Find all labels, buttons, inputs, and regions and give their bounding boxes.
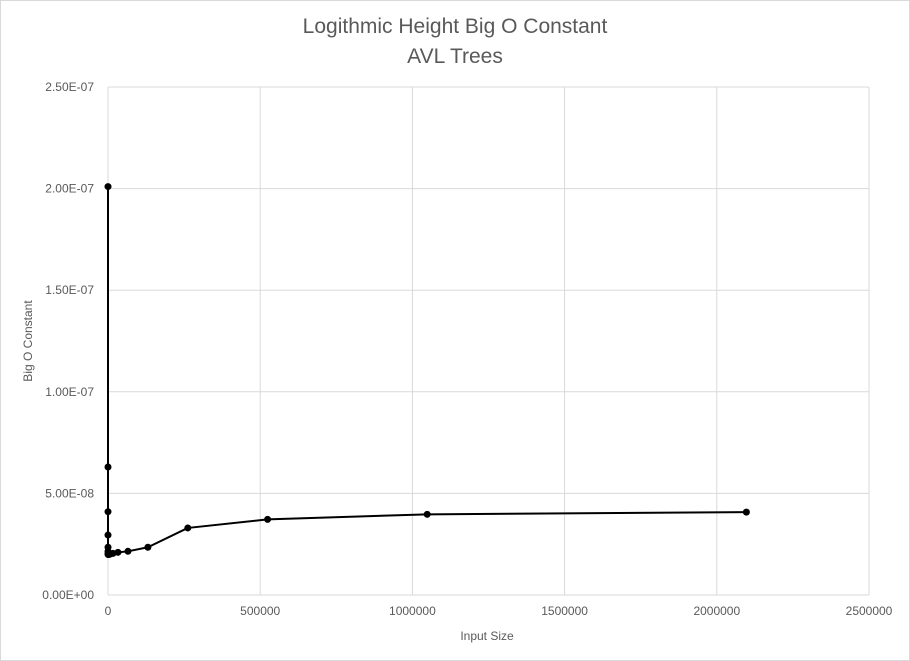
data-point [264, 515, 272, 523]
chart-title: Logithmic Height Big O Constant [303, 15, 608, 38]
y-tick-label: 2.50E-07 [45, 80, 94, 94]
data-point [104, 183, 112, 191]
x-tick-label: 2000000 [693, 604, 740, 618]
data-point [184, 524, 192, 532]
data-point [124, 547, 132, 555]
x-tick-label: 1500000 [541, 604, 588, 618]
data-point [114, 548, 122, 556]
y-tick-label: 5.00E-08 [45, 486, 94, 500]
x-tick-label: 1000000 [389, 604, 436, 618]
y-tick-label: 0.00E+00 [42, 588, 94, 602]
data-point [104, 463, 112, 471]
data-point [423, 510, 431, 518]
x-axis-ticks: 0 500000 1000000 1500000 2000000 2500000 [105, 604, 893, 618]
gridlines [107, 86, 870, 596]
y-tick-label: 2.00E-07 [45, 182, 94, 196]
y-axis-ticks: 0.00E+00 5.00E-08 1.00E-07 1.50E-07 2.00E-07… [42, 80, 94, 602]
y-tick-label: 1.50E-07 [45, 283, 94, 297]
y-axis-label: Big O Constant [21, 300, 35, 382]
series-line [107, 186, 747, 556]
y-tick-label: 1.00E-07 [45, 385, 94, 399]
data-point [144, 543, 152, 551]
x-tick-label: 500000 [240, 604, 280, 618]
x-tick-label: 2500000 [846, 604, 893, 618]
data-point [104, 531, 112, 539]
data-point [104, 508, 112, 516]
series-layer [104, 183, 750, 558]
data-point [742, 508, 750, 516]
x-axis-label: Input Size [460, 629, 514, 643]
chart-subtitle: AVL Trees [407, 45, 503, 68]
x-tick-label: 0 [105, 604, 112, 618]
